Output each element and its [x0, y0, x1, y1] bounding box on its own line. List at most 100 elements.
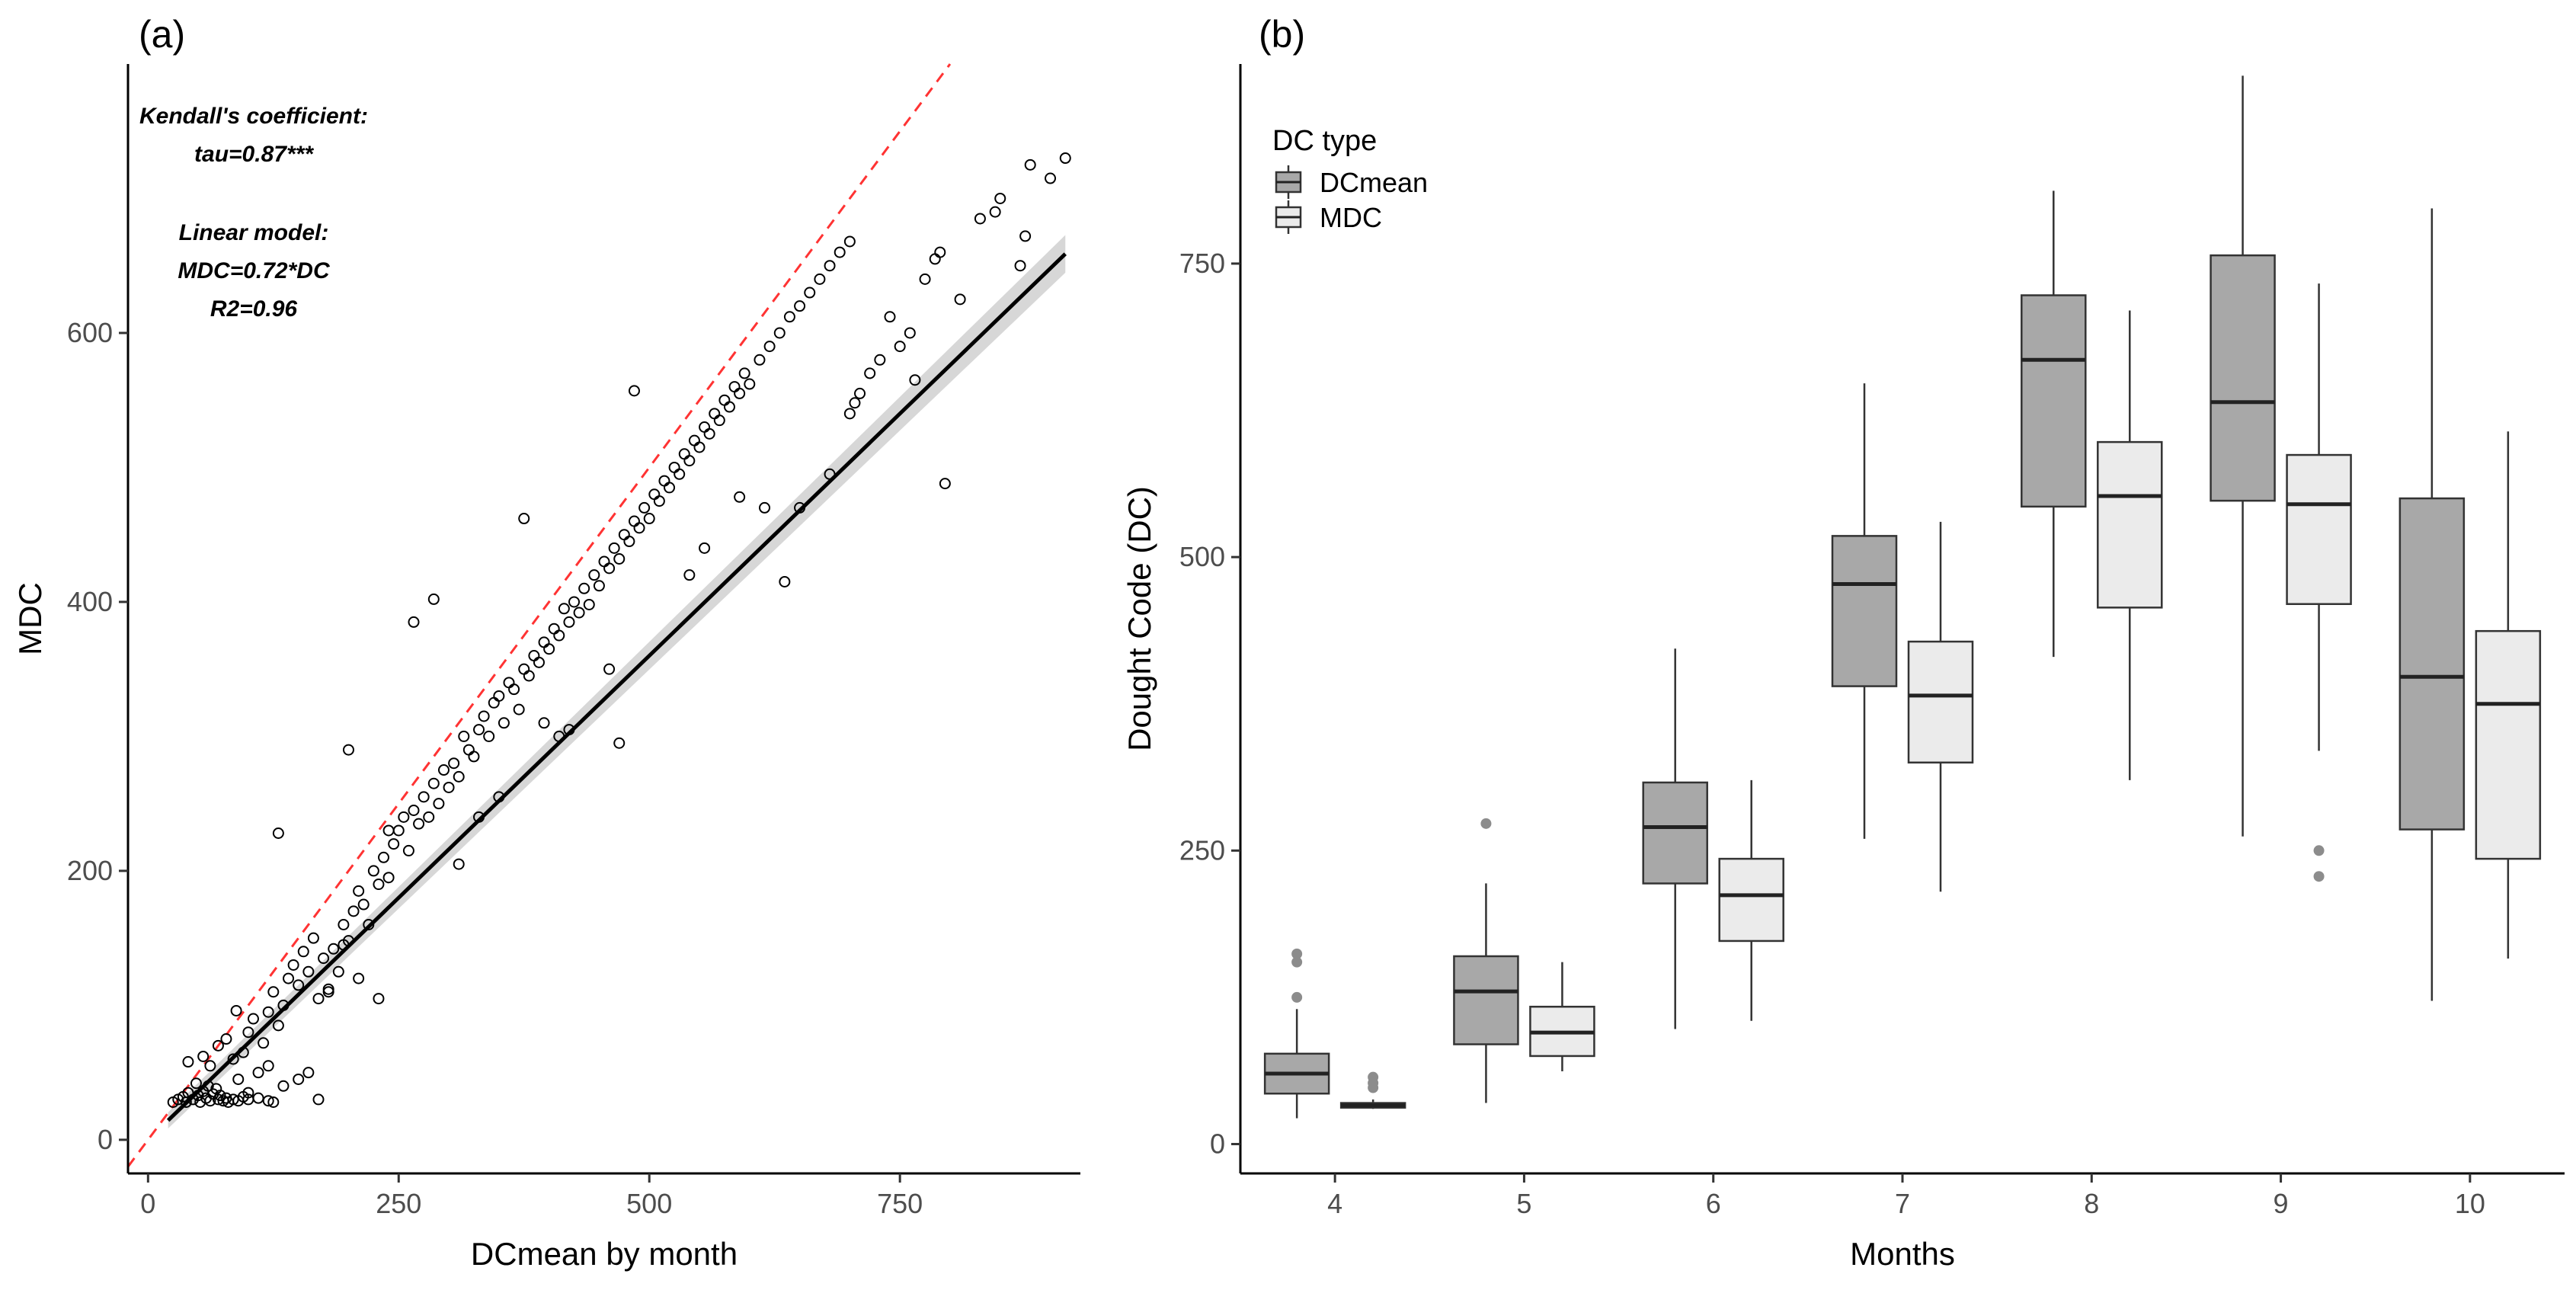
- scatter-point: [849, 397, 861, 409]
- box-dcmean-4: [1263, 948, 1330, 1119]
- scatter-point: [628, 515, 640, 527]
- scatter-point: [693, 441, 706, 453]
- scatter-point: [658, 475, 670, 487]
- scatter-point: [433, 798, 445, 810]
- scatter-point: [302, 965, 315, 978]
- box-body: [1718, 857, 1784, 943]
- scatter-point: [338, 919, 350, 931]
- legend-title: DC type: [1272, 125, 1377, 157]
- scatter-point: [342, 744, 354, 756]
- scatter-point: [214, 1090, 226, 1102]
- outlier-point: [1291, 991, 1303, 1003]
- scatter-point: [402, 844, 414, 856]
- outlier-point: [1480, 818, 1492, 829]
- scatter-point: [543, 643, 555, 655]
- scatter-point: [683, 569, 696, 581]
- scatter-point: [919, 273, 931, 285]
- box-mdc-6: [1718, 779, 1784, 1021]
- scatter-point: [623, 536, 635, 548]
- scatter-point: [328, 943, 340, 955]
- x-axis-title-a: DCmean by month: [471, 1236, 738, 1272]
- scatter-point: [212, 1039, 224, 1052]
- scatter-point: [1014, 260, 1026, 272]
- scatter-point: [884, 311, 896, 323]
- scatter-point: [242, 1087, 254, 1099]
- scatter-point: [408, 616, 420, 628]
- box-dcmean-10: [2398, 208, 2466, 1001]
- annotation-kendall-title: Kendall's coefficient:: [139, 104, 368, 129]
- boxplot-plot-area: [1263, 75, 2542, 1119]
- scatter-point: [523, 670, 535, 682]
- y-tick-label: 500: [1179, 541, 1225, 572]
- scatter-panel: (a) 0 250 500 750 0 200 400 600 DCmean by mont…: [12, 13, 1080, 1272]
- annotation-equation: MDC=0.72*DC: [178, 258, 331, 283]
- scatter-point: [427, 777, 440, 789]
- outlier-point: [1368, 1071, 1379, 1083]
- scatter-point: [322, 986, 334, 998]
- scatter-point: [528, 650, 540, 662]
- scatter-point: [558, 603, 570, 615]
- box-body: [1453, 955, 1519, 1045]
- scatter-point: [709, 408, 721, 420]
- scatter-point: [628, 385, 640, 397]
- scatter-point: [513, 703, 525, 715]
- scatter-point: [648, 488, 661, 501]
- scatter-point: [678, 448, 690, 460]
- scatter-point: [588, 569, 600, 581]
- scatter-point: [242, 1026, 254, 1039]
- outlier-point: [2313, 845, 2325, 856]
- scatter-point: [448, 757, 460, 770]
- scatter-point: [989, 206, 1001, 218]
- y-tick-label: 0: [98, 1124, 113, 1155]
- scatter-point: [378, 851, 390, 863]
- scatter-point: [783, 311, 795, 323]
- boxplot-panel: (b) 4 5 6 7 8 9 10 0 250 500 750 Months Dought Co…: [1122, 13, 2565, 1272]
- scatter-point: [473, 724, 485, 736]
- scatter-point: [713, 415, 725, 427]
- y-ticks-b: 0 250 500 750: [1179, 248, 1240, 1159]
- scatter-point: [388, 838, 400, 850]
- scatter-point: [718, 394, 731, 406]
- legend-label-mdc: MDC: [1320, 202, 1382, 233]
- outlier-point: [1291, 948, 1303, 959]
- scatter-point: [307, 932, 319, 944]
- scatter-point: [232, 1073, 245, 1085]
- scatter-point: [227, 1093, 239, 1106]
- box-dcmean-5: [1453, 818, 1519, 1103]
- y-ticks-a: 0 200 400 600: [67, 317, 128, 1155]
- panel-label-a: (a): [139, 13, 185, 56]
- scatter-point: [332, 965, 344, 978]
- scatter-point: [568, 596, 581, 608]
- scatter-point: [909, 374, 921, 386]
- scatter-plot-area: [126, 63, 1071, 1168]
- x-tick-label: 500: [626, 1188, 672, 1219]
- x-tick-label: 250: [376, 1188, 421, 1219]
- scatter-point: [974, 213, 986, 225]
- scatter-point: [843, 235, 856, 248]
- scatter-point: [437, 764, 450, 776]
- scatter-point: [703, 427, 715, 440]
- box-body: [2097, 440, 2163, 609]
- scatter-point: [734, 491, 746, 503]
- scatter-point: [603, 663, 616, 675]
- scatter-point: [1024, 158, 1036, 171]
- scatter-point: [593, 580, 605, 592]
- x-tick-label: 750: [877, 1188, 923, 1219]
- scatter-point: [843, 408, 856, 420]
- scatter-point: [503, 677, 515, 689]
- scatter-point: [468, 751, 480, 763]
- y-axis-title-a: MDC: [12, 582, 48, 655]
- scatter-point: [824, 260, 836, 272]
- scatter-point: [227, 1053, 239, 1065]
- box-mdc-5: [1529, 962, 1595, 1071]
- scatter-point: [262, 1060, 274, 1072]
- scatter-point: [508, 683, 520, 696]
- x-tick-label: 7: [1895, 1188, 1910, 1219]
- y-tick-label: 250: [1179, 834, 1225, 866]
- scatter-point: [373, 879, 385, 891]
- scatter-point: [699, 542, 711, 554]
- fit-confidence-band: [168, 235, 1066, 1129]
- scatter-point: [518, 513, 530, 525]
- scatter-point: [453, 770, 465, 783]
- scatter-point: [252, 1092, 264, 1104]
